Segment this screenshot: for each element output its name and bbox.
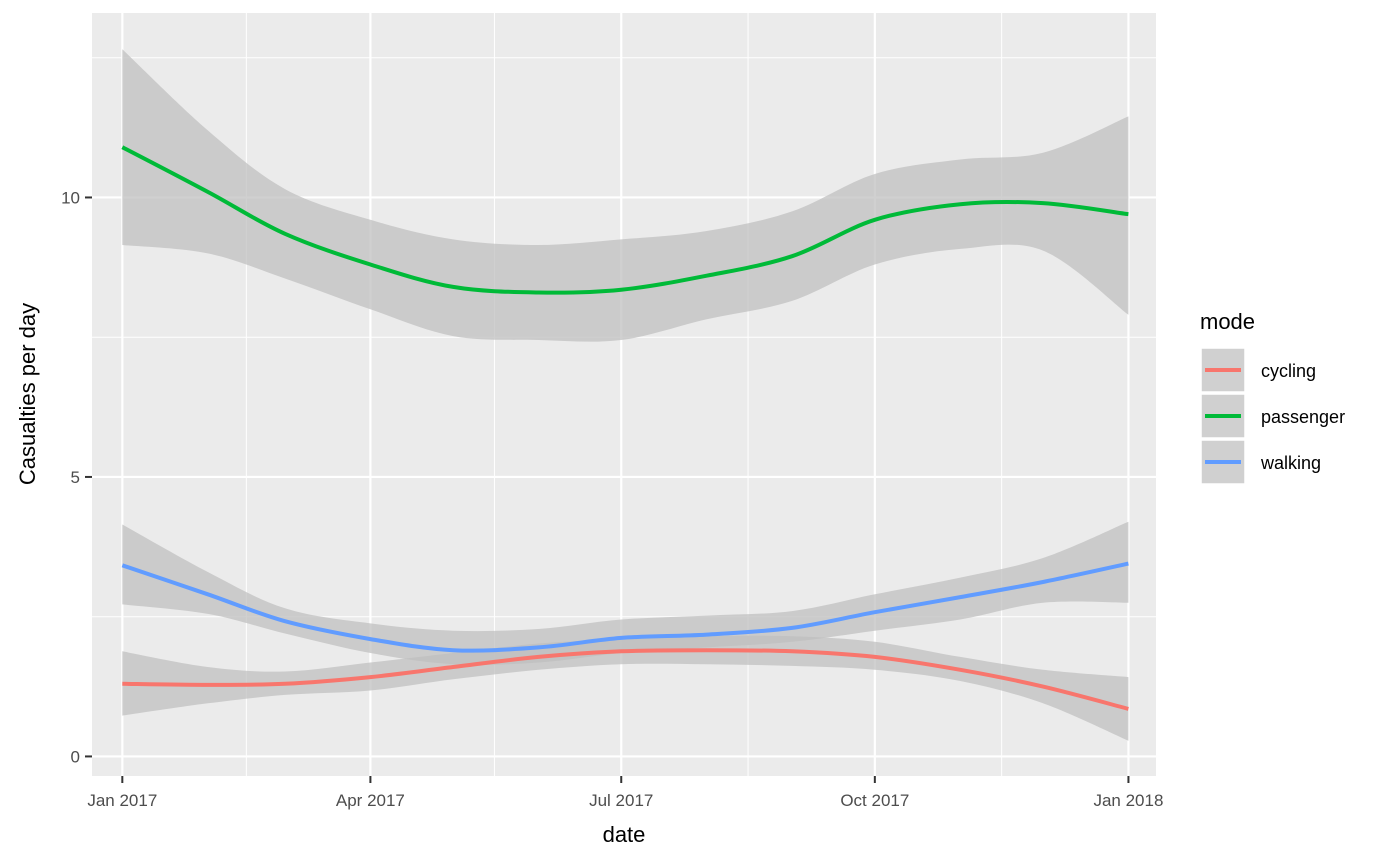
- y-axis-title: Casualties per day: [15, 303, 40, 485]
- legend-key-passenger: passenger: [1200, 393, 1345, 439]
- axis-tick-marks: [85, 196, 1130, 783]
- legend-key-walking: walking: [1200, 439, 1321, 485]
- series-lines: [121, 145, 1129, 711]
- legend-label-cycling: cycling: [1261, 361, 1316, 381]
- series-line-passenger: [121, 145, 1129, 295]
- confidence-ribbons: [122, 49, 1129, 741]
- y-axis-tick-labels: 0 5 10: [61, 188, 80, 766]
- ribbon-cycling: [122, 635, 1129, 741]
- y-tick-label: 10: [61, 188, 80, 207]
- legend-label-walking: walking: [1260, 453, 1321, 473]
- x-axis-tick-labels: Jan 2017 Apr 2017 Jul 2017 Oct 2017 Jan 2018: [87, 791, 1163, 810]
- ribbon-passenger: [122, 49, 1129, 342]
- legend: mode cycling passenger walking: [1200, 309, 1345, 485]
- x-tick-label: Jan 2017: [87, 791, 157, 810]
- x-tick-label: Jul 2017: [589, 791, 653, 810]
- legend-label-passenger: passenger: [1261, 407, 1345, 427]
- y-tick-label: 0: [71, 747, 80, 766]
- legend-key-cycling: cycling: [1200, 347, 1316, 393]
- series-line-cycling: [122, 648, 1129, 711]
- x-axis-title: date: [603, 822, 646, 847]
- ribbon-walking: [122, 521, 1129, 665]
- x-tick-label: Jan 2018: [1093, 791, 1163, 810]
- legend-title: mode: [1200, 309, 1255, 334]
- x-tick-label: Apr 2017: [336, 791, 405, 810]
- y-tick-label: 5: [71, 468, 80, 487]
- x-tick-label: Oct 2017: [840, 791, 909, 810]
- series-line-walking: [121, 561, 1129, 653]
